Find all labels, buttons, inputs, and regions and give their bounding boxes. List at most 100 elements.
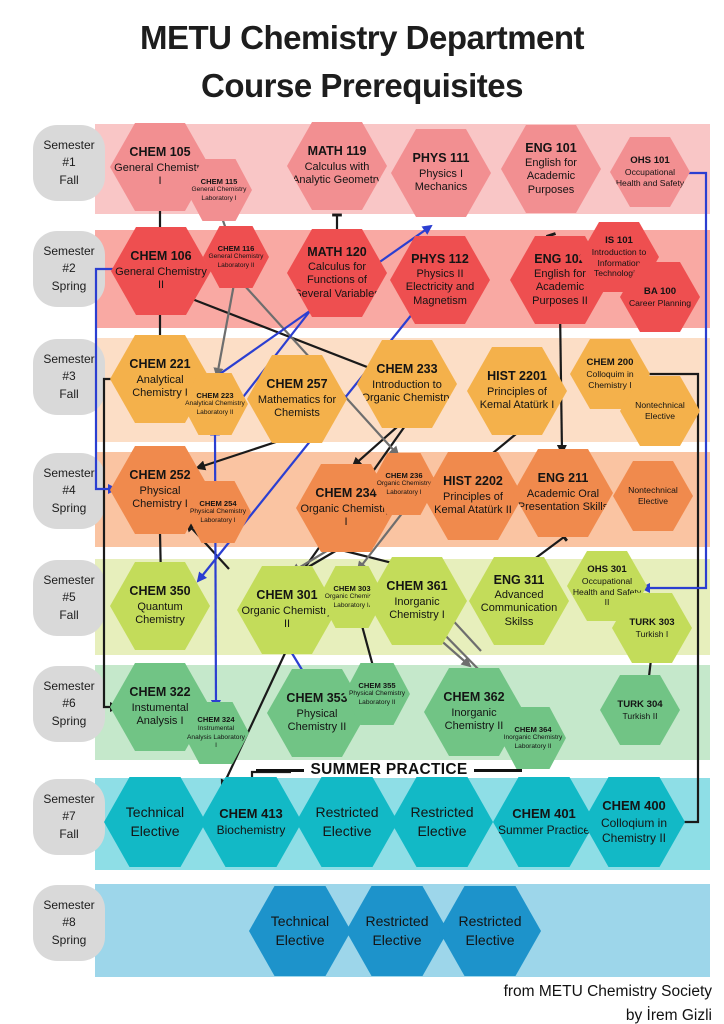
course-name: Academic Oral Presentation Skills [517, 487, 609, 514]
course-code: OHS 301 [587, 563, 627, 575]
course-code: CHEM 350 [129, 584, 191, 599]
course-code: CHEM 413 [219, 805, 283, 821]
course-code: CHEM 361 [386, 579, 448, 594]
course-code: ENG 101 [525, 140, 577, 155]
course-name: Turkish II [622, 710, 658, 721]
course-name: Analytical Chemistry I [132, 373, 188, 400]
summer-rule-right [474, 768, 523, 772]
course-restricted-elective: Restricted Elective [439, 886, 541, 976]
course-name: Inorganic Chemistry Laboratory II [503, 734, 563, 750]
course-code: HIST 2201 [487, 369, 547, 384]
course-name: Inorganic Chemistry I [389, 595, 445, 622]
course-code: ENG 211 [537, 471, 589, 486]
course-chem-401: CHEM 401 Summer Practice [493, 777, 595, 867]
course-name: Calculus for Functions of Several Variab… [294, 261, 380, 300]
semester-label-2: Semester #2 Spring [33, 231, 105, 307]
course-name: Physical Chemistry I [132, 484, 188, 511]
course-name: English for Academic Purposes II [532, 268, 588, 307]
edge [94, 264, 128, 495]
course-name: Nontechnical Elective [628, 485, 678, 506]
edge [213, 283, 236, 378]
course-name: Quantum Chemistry [135, 600, 185, 627]
course-code: CHEM 301 [256, 588, 318, 603]
course-name: Instrumental Analysis Laboratory I [187, 725, 245, 750]
course-code: PHYS 112 [411, 251, 469, 266]
course-code: CHEM 303 [333, 583, 371, 593]
course-name: Career Planning [628, 297, 692, 308]
course-restricted-elective: Restricted Elective [391, 777, 493, 867]
summer-practice-label: SUMMER PRACTICE [256, 761, 523, 779]
course-code: CHEM 200 [586, 357, 634, 369]
course-code: TURK 304 [617, 698, 663, 710]
course-code: CHEM 221 [129, 357, 191, 372]
course-code: CHEM 233 [376, 362, 438, 377]
course-name: Technical Elective [270, 913, 330, 948]
course-name: Colloquim in Chemistry I [586, 369, 634, 390]
course-code: CHEM 355 [358, 680, 396, 690]
course-name: Principles of Kemal Atatürk II [434, 490, 512, 517]
course-code: CHEM 254 [199, 498, 237, 508]
course-code: TURK 303 [629, 616, 675, 628]
course-name: Restricted Elective [458, 913, 522, 948]
course-name: Organic Chemistry I [300, 502, 392, 529]
course-technical-elective: Technical Elective [104, 777, 206, 867]
page-title: METU Chemistry Department Course Prerequi… [0, 14, 724, 110]
edge [210, 432, 222, 711]
course-code: MATH 120 [307, 244, 367, 259]
course-name: Summer Practice [497, 823, 590, 838]
semester-label-1: Semester #1 Fall [33, 125, 105, 201]
course-name: Analytical Chemistry Laboratory II [185, 400, 245, 416]
course-code: CHEM 116 [217, 243, 255, 253]
course-name: Physical Chemistry Laboratory I [189, 508, 247, 524]
course-technical-elective: Technical Elective [249, 886, 351, 976]
semester-label-5: Semester #5 Fall [33, 560, 105, 636]
course-eng-311: ENG 311 Advanced Communication Skilss [469, 557, 569, 645]
course-code: CHEM 234 [315, 486, 377, 501]
course-name: Organic Chemistry Laboratory II [324, 593, 380, 609]
course-code: OHS 101 [630, 155, 670, 167]
course-name: General Chemistry Laboratory II [208, 253, 264, 269]
course-code: ENG 102 [534, 251, 586, 266]
course-name: Organic Chemistry II [241, 604, 333, 631]
semester-label-8: Semester #8 Spring [33, 885, 105, 961]
course-code: CHEM 353 [286, 691, 348, 706]
course-code: CHEM 401 [512, 805, 576, 821]
course-chem-105: CHEM 105 General Chemistry I [110, 123, 210, 211]
course-code: CHEM 223 [196, 390, 234, 400]
course-name: Turkish I [635, 628, 669, 639]
summer-practice-text: SUMMER PRACTICE [310, 761, 468, 778]
page-title-line2: Course Prerequisites [201, 66, 523, 104]
course-eng-211: ENG 211 Academic Oral Presentation Skills [513, 449, 613, 537]
credit-text: from METU Chemistry Society by İrem Gizl… [504, 980, 712, 1024]
course-code: CHEM 106 [130, 249, 192, 264]
course-name: Technical Elective [125, 804, 185, 839]
course-name: General Chemistry Laboratory I [191, 186, 247, 202]
course-name: Occupational Health and Safety II [572, 575, 642, 608]
course-name: Occupational Health and Safety [615, 167, 685, 188]
credit-line2: by İrem Gizli [625, 1007, 712, 1024]
course-name: Colloqium in Chemistry II [600, 815, 667, 845]
course-code: PHYS 111 [412, 151, 470, 166]
course-name: Instumental Analysis I [131, 701, 189, 728]
course-code: CHEM 115 [200, 176, 238, 186]
course-code: IS 101 [605, 234, 633, 246]
course-name: Introduction to Information Technologies [591, 246, 647, 279]
course-code: MATH 119 [307, 144, 367, 159]
credit-line1: from METU Chemistry Society [503, 983, 712, 1000]
course-name: Mathematics for Chemists [257, 393, 337, 420]
course-name: Introduction to Organic Chemistry [361, 378, 453, 405]
course-code: CHEM 105 [129, 145, 191, 160]
edge [102, 374, 130, 713]
course-name: English for Academic Purposes [525, 157, 577, 196]
page-title-line1: METU Chemistry Department [139, 19, 585, 56]
course-chem-362: CHEM 362 Inorganic Chemistry II [424, 668, 524, 756]
course-code: ENG 311 [493, 572, 545, 587]
course-name: Physical Chemistry Laboratory II [348, 690, 406, 706]
edge [220, 648, 288, 790]
course-code: CHEM 236 [385, 470, 423, 480]
course-name: Principles of Kemal Atatürk I [479, 385, 555, 412]
semester-label-7: Semester #7 Fall [33, 779, 105, 855]
course-name: Physics I Mechanics [414, 167, 468, 194]
course-code: CHEM 362 [443, 690, 505, 705]
